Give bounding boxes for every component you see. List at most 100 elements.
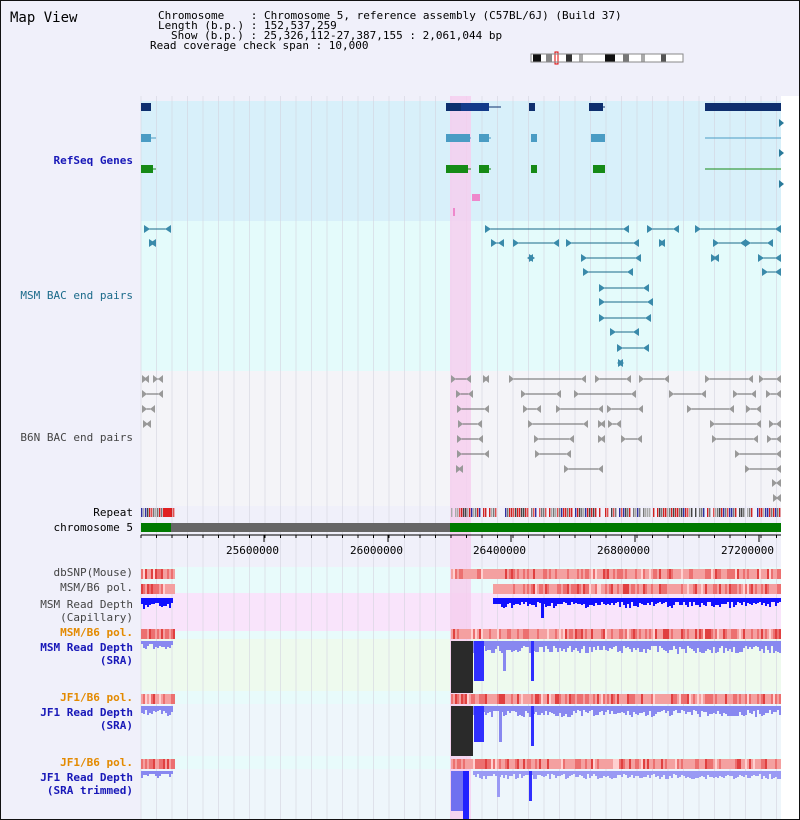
- pol-mark: [727, 759, 729, 769]
- repeat-mark: [533, 508, 535, 517]
- pol-mark: [639, 584, 641, 594]
- pol-mark: [161, 694, 163, 704]
- read-depth-bar: [151, 771, 153, 774]
- pol-mark: [563, 584, 565, 594]
- track-label-msm-bac[interactable]: MSM BAC end pairs: [20, 289, 133, 302]
- read-depth-bar: [523, 706, 525, 717]
- track-label-msm-b6-pol-2[interactable]: MSM/B6 pol.: [60, 626, 133, 639]
- track-label-msm-b6-pol-1[interactable]: MSM/B6 pol.: [60, 581, 133, 594]
- repeat-mark: [627, 508, 629, 517]
- pol-mark: [655, 694, 657, 704]
- pol-mark: [759, 759, 761, 769]
- pol-mark: [493, 569, 495, 579]
- pol-mark: [649, 694, 651, 704]
- track-label-repeat[interactable]: Repeat: [93, 506, 133, 519]
- read-depth-bar: [739, 641, 741, 652]
- pol-mark: [591, 629, 593, 639]
- read-depth-bar: [517, 641, 519, 652]
- read-depth-bar: [753, 598, 755, 603]
- read-depth-bar: [629, 771, 631, 777]
- repeat-mark: [473, 508, 475, 517]
- pol-mark: [725, 569, 727, 579]
- read-depth-bar: [157, 641, 159, 648]
- pol-mark: [147, 629, 149, 639]
- ideogram-band: [566, 54, 572, 62]
- pol-mark: [687, 759, 689, 769]
- read-depth-bar: [599, 771, 601, 778]
- pol-mark: [755, 694, 757, 704]
- pol-mark: [631, 759, 633, 769]
- track-label-msm-depth-sra[interactable]: MSM Read Depth: [40, 641, 133, 654]
- read-depth-bar: [697, 706, 699, 714]
- bac-end-arrow: [143, 420, 148, 428]
- track-label-jf1-depth-sra[interactable]: JF1 Read Depth: [40, 706, 133, 719]
- pol-mark: [465, 694, 467, 704]
- pol-mark: [605, 694, 607, 704]
- pol-mark: [633, 759, 635, 769]
- pol-mark: [643, 584, 645, 594]
- pol-mark: [635, 759, 637, 769]
- pol-mark: [505, 569, 507, 579]
- bac-end-arrow: [645, 314, 651, 322]
- pol-mark: [685, 584, 687, 594]
- pol-mark: [481, 759, 483, 769]
- pol-mark: [157, 694, 159, 704]
- read-depth-bar: [663, 771, 665, 775]
- read-depth-bar: [559, 598, 561, 604]
- pol-mark: [473, 759, 475, 769]
- read-depth-bar: [609, 598, 611, 605]
- track-label-jf1-b6-pol-1[interactable]: JF1/B6 pol.: [60, 691, 133, 704]
- read-depth-bar: [595, 771, 597, 776]
- pol-mark: [453, 694, 455, 704]
- pol-mark: [591, 584, 593, 594]
- pol-mark: [543, 694, 545, 704]
- pol-mark: [601, 584, 603, 594]
- bac-end-arrow: [776, 479, 781, 487]
- track-label-jf1-depth-trim[interactable]: JF1 Read Depth: [40, 771, 133, 784]
- pol-mark: [523, 694, 525, 704]
- read-depth-bar: [583, 706, 585, 710]
- read-depth-bar: [155, 771, 157, 776]
- pol-mark: [733, 584, 735, 594]
- read-depth-bar: [145, 641, 147, 649]
- bac-end-arrow: [144, 375, 149, 383]
- track-label-refseq[interactable]: RefSeq Genes: [53, 154, 133, 167]
- pol-mark: [527, 694, 529, 704]
- pol-mark: [543, 569, 545, 579]
- pol-mark: [461, 629, 463, 639]
- track-label-msm-depth-cap[interactable]: MSM Read Depth: [40, 598, 133, 611]
- track-label-jf1-b6-pol-2[interactable]: JF1/B6 pol.: [60, 756, 133, 769]
- read-depth-bar: [765, 598, 767, 606]
- track-label-b6n-bac[interactable]: B6N BAC end pairs: [20, 431, 133, 444]
- read-depth-bar: [591, 598, 593, 605]
- pol-mark: [513, 569, 515, 579]
- read-depth-bar: [479, 771, 481, 778]
- track-label-jf1-depth-trim-sub: (SRA trimmed): [46, 784, 133, 797]
- track-label-chromosome: chromosome 5: [53, 521, 133, 534]
- repeat-mark: [523, 508, 525, 517]
- pol-mark: [751, 569, 753, 579]
- bac-end-arrow: [595, 375, 600, 383]
- read-depth-bar: [775, 641, 777, 651]
- pol-mark: [643, 629, 645, 639]
- read-depth-bar: [647, 598, 649, 603]
- track-label-dbsnp[interactable]: dbSNP(Mouse): [53, 566, 133, 579]
- pol-mark: [167, 629, 169, 639]
- pol-mark: [533, 584, 535, 594]
- pol-mark: [681, 629, 683, 639]
- read-depth-bar: [581, 771, 583, 776]
- pol-mark: [711, 584, 713, 594]
- read-depth-bar: [595, 641, 597, 650]
- pol-mark: [709, 759, 711, 769]
- read-depth-bar: [509, 641, 511, 650]
- read-depth-bar: [543, 641, 545, 652]
- pol-mark: [469, 629, 471, 639]
- repeat-mark: [571, 508, 573, 517]
- repeat-mark: [459, 508, 461, 517]
- bac-end-arrow: [535, 450, 540, 458]
- pol-mark: [641, 584, 643, 594]
- pol-mark: [775, 759, 777, 769]
- bac-end-arrow: [599, 314, 605, 322]
- read-depth-bar: [683, 771, 685, 776]
